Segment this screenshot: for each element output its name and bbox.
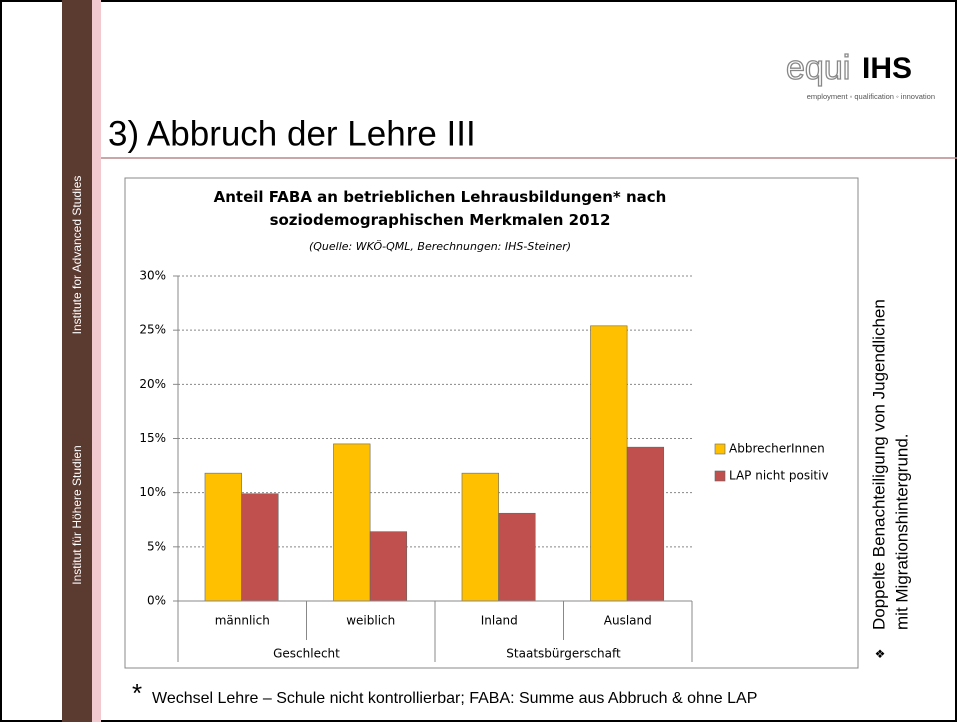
bar (461, 472, 499, 602)
logo-mark: IHS (862, 52, 912, 85)
group-label: Staatsbürgerschaft (506, 647, 621, 661)
legend-label: LAP nicht positiv (729, 469, 829, 483)
bar (333, 443, 371, 602)
note-bullet: ❖ (875, 647, 886, 661)
note-text: Doppelte Benachteiligung von Jugendliche… (869, 299, 888, 630)
chart-title: Anteil FABA an betrieblichen Lehrausbild… (213, 188, 667, 229)
bar (241, 493, 279, 602)
legend-swatch (714, 470, 726, 482)
slide-heading: 3) Abbruch der Lehre III (108, 114, 476, 153)
bar (498, 512, 536, 602)
x-tick-label: weiblich (346, 614, 395, 628)
logo-mark: equi (786, 49, 850, 87)
note-text: mit Migrationshintergrund. (892, 433, 911, 630)
x-tick-label: männlich (215, 614, 270, 628)
x-tick-label: Ausland (604, 614, 652, 628)
bar (369, 531, 408, 602)
sidebar-stripe (92, 0, 101, 722)
group-label: Geschlecht (273, 647, 340, 661)
y-tick-label: 10% (139, 485, 166, 499)
bar (590, 325, 628, 602)
chart-subtitle: (Quelle: WKÖ-QML, Berechnungen: IHS-Stei… (308, 240, 572, 253)
sidebar-text: Institut für Höhere Studien (70, 445, 84, 584)
y-tick-label: 5% (147, 539, 166, 553)
logo-tagline: employment ◦ qualification ◦ innovation (807, 92, 935, 101)
legend-swatch (714, 443, 726, 455)
bar (626, 446, 665, 602)
footnote-text: Wechsel Lehre – Schule nicht kontrollier… (152, 690, 757, 707)
y-tick-label: 25% (139, 323, 166, 337)
y-tick-label: 30% (139, 269, 166, 283)
y-tick-label: 20% (139, 377, 166, 391)
x-tick-label: Inland (481, 614, 518, 628)
legend-label: AbbrecherInnen (729, 442, 825, 456)
y-tick-label: 15% (139, 431, 166, 445)
bar (204, 472, 242, 602)
sidebar-text: Institute for Advanced Studies (70, 176, 84, 335)
sidebar (62, 0, 92, 722)
y-tick-label: 0% (147, 594, 166, 608)
footnote-marker: * (132, 678, 142, 708)
